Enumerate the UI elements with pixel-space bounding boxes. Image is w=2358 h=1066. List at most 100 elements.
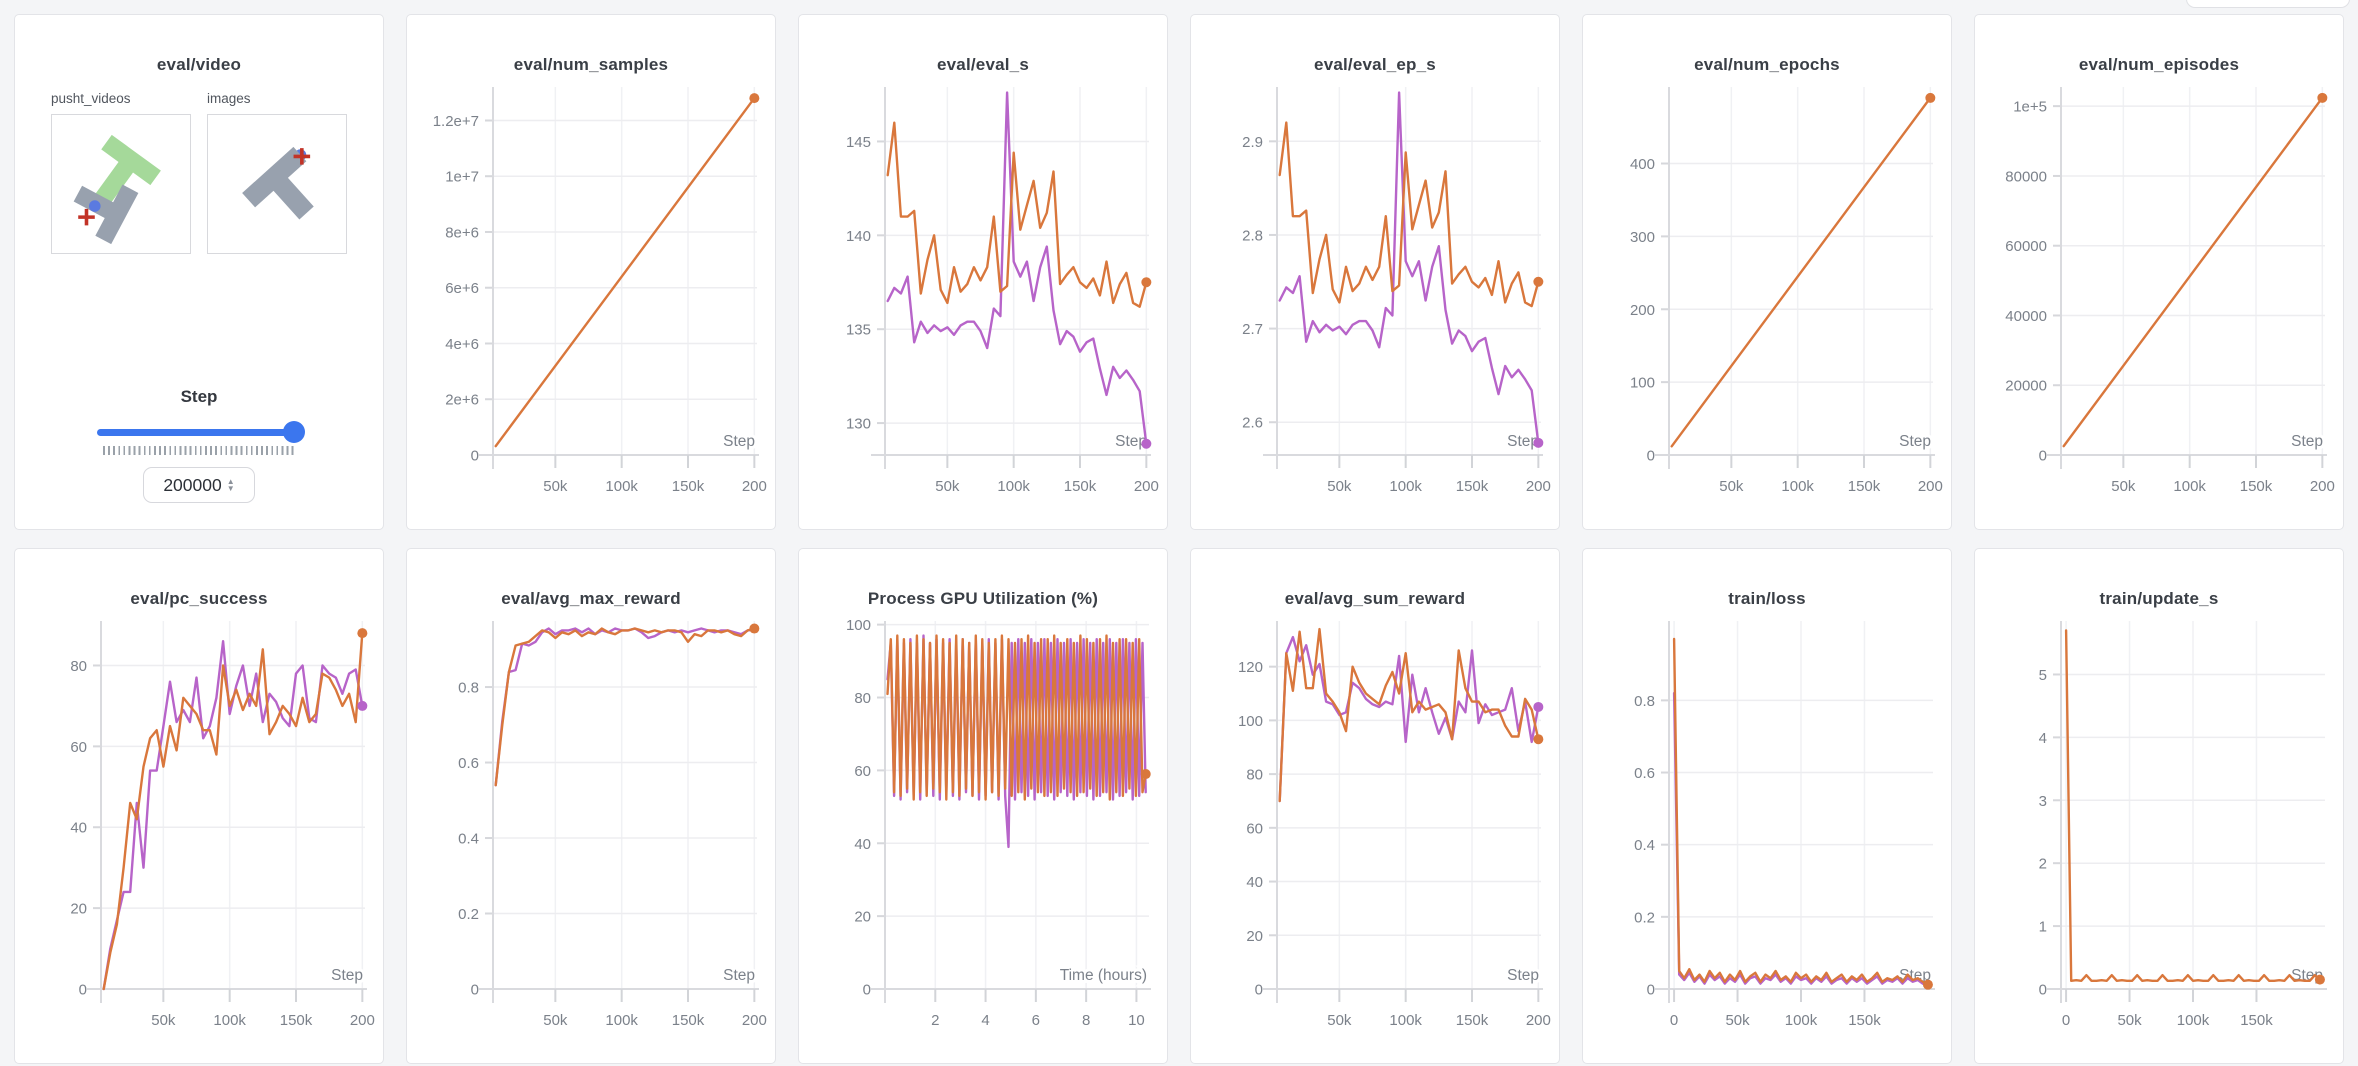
media-images: images: [207, 91, 347, 254]
svg-text:3: 3: [2039, 793, 2047, 810]
chart-num-samples[interactable]: 0 2e+6 4e+6 6e+6 8e+6 1e+7 1.2e+7 50k 100k 150k 20…: [407, 77, 775, 514]
images-thumbnail[interactable]: [207, 114, 347, 254]
svg-text:2.6: 2.6: [1242, 415, 1263, 432]
svg-text:400: 400: [1630, 156, 1655, 173]
chart-title: Process GPU Utilization (%): [867, 589, 1099, 608]
svg-text:1.2e+7: 1.2e+7: [433, 113, 479, 130]
chart-train-loss[interactable]: 0 0.2 0.4 0.6 0.8 0 50k 100k 150k Step: [1583, 611, 1951, 1048]
svg-text:0: 0: [471, 448, 479, 465]
svg-text:0.4: 0.4: [1634, 837, 1655, 854]
chart-title: eval/eval_s: [936, 55, 1029, 74]
svg-text:300: 300: [1630, 229, 1655, 246]
chart-title: train/update_s: [2099, 589, 2219, 608]
svg-text:150k: 150k: [672, 478, 705, 495]
svg-text:1e+5: 1e+5: [2013, 99, 2047, 116]
svg-text:4: 4: [2039, 730, 2047, 747]
chart-canvas: 0 20 40 60 80 100 2 4 6 8 10 Time (hours): [846, 617, 1151, 1029]
svg-text:100k: 100k: [605, 478, 638, 495]
svg-text:200: 200: [1918, 478, 1943, 495]
svg-text:0.8: 0.8: [458, 680, 479, 697]
chart-canvas: 0 100 200 300 400 50k 100k 150k 200 Step: [1630, 87, 1943, 495]
slider-track[interactable]: [97, 429, 301, 436]
svg-text:0.8: 0.8: [1634, 693, 1655, 710]
panel-eval-num-epochs: eval/num_epochs 0 100 200 300 400 50k 100k 150k…: [1582, 14, 1952, 530]
svg-text:150k: 150k: [1456, 478, 1489, 495]
chart-pc-success[interactable]: 0 20 40 60 80 50k 100k 150k 200 Step: [15, 611, 383, 1048]
svg-text:2.9: 2.9: [1242, 134, 1263, 151]
stepper-up-icon[interactable]: ▲: [226, 477, 235, 486]
svg-text:8: 8: [1082, 1012, 1090, 1029]
svg-text:8e+6: 8e+6: [445, 224, 479, 241]
chart-canvas: 2.6 2.7 2.8 2.9 50k 100k 150k 200 Step: [1242, 87, 1551, 495]
svg-text:80000: 80000: [2005, 168, 2047, 185]
media-row: pusht_videos: [51, 91, 383, 254]
svg-text:0: 0: [2062, 1012, 2070, 1029]
chart-title: eval/eval_ep_s: [1314, 55, 1436, 74]
step-slider-label: Step: [180, 387, 218, 406]
svg-text:60: 60: [1246, 820, 1263, 837]
svg-text:40000: 40000: [2005, 308, 2047, 325]
svg-text:Step: Step: [723, 967, 755, 984]
chart-num-episodes[interactable]: 0 20000 40000 60000 80000 1e+5 50k 100k 150k 200 S…: [1975, 77, 2343, 514]
svg-text:20000: 20000: [2005, 378, 2047, 395]
svg-text:0: 0: [79, 982, 87, 999]
svg-text:100k: 100k: [2177, 1012, 2210, 1029]
chart-canvas: 0 20 40 60 80 100 120 50k 100k 150k 200 Step: [1238, 621, 1551, 1029]
svg-text:80: 80: [1246, 767, 1263, 784]
svg-text:80: 80: [70, 658, 87, 675]
panel-eval-eval-ep-s: eval/eval_ep_s 2.6 2.7 2.8 2.9 50k 100k 150k 20…: [1190, 14, 1560, 530]
chart-eval-s[interactable]: 130 135 140 145 50k 100k 150k 200 Step: [799, 77, 1167, 514]
chart-avg-max-reward[interactable]: 0 0.2 0.4 0.6 0.8 50k 100k 150k 200 Step: [407, 611, 775, 1048]
step-input[interactable]: 200000 ▲ ▼: [143, 467, 255, 503]
pusht-video-thumbnail[interactable]: [51, 114, 191, 254]
svg-text:6e+6: 6e+6: [445, 280, 479, 297]
svg-text:0: 0: [1255, 982, 1263, 999]
panel-eval-num-samples: eval/num_samples 0 2e+6 4e+6 6e+6 8e+6 1e+7 1.…: [406, 14, 776, 530]
svg-text:200: 200: [1630, 302, 1655, 319]
panel-eval-eval-s: eval/eval_s 130 135 140 145 50k 100k 150k 200 St…: [798, 14, 1168, 530]
chart-num-epochs[interactable]: 0 100 200 300 400 50k 100k 150k 200 Step: [1583, 77, 1951, 514]
svg-text:150k: 150k: [672, 1012, 705, 1029]
slider-handle[interactable]: [283, 421, 305, 443]
chart-title: eval/num_samples: [513, 55, 669, 74]
svg-text:2.7: 2.7: [1242, 321, 1263, 338]
svg-text:Step: Step: [1899, 433, 1931, 450]
chart-eval-ep-s[interactable]: 2.6 2.7 2.8 2.9 50k 100k 150k 200 Step: [1191, 77, 1559, 514]
chart-avg-sum-reward[interactable]: 0 20 40 60 80 100 120 50k 100k 150k 200 Step: [1191, 611, 1559, 1048]
svg-text:100: 100: [1630, 375, 1655, 392]
svg-text:60000: 60000: [2005, 238, 2047, 255]
svg-text:150k: 150k: [2240, 1012, 2273, 1029]
svg-text:6: 6: [1032, 1012, 1040, 1029]
svg-text:50k: 50k: [1725, 1012, 1750, 1029]
step-control: Step 200000 ▲ ▼: [15, 387, 383, 503]
svg-text:Step: Step: [1507, 967, 1539, 984]
panel-gpu-utilization: Process GPU Utilization (%) 0 20 40 60 80 100…: [798, 548, 1168, 1064]
pusht-scene-icon: [73, 134, 161, 245]
svg-text:Step: Step: [1507, 433, 1539, 450]
svg-text:200: 200: [350, 1012, 375, 1029]
svg-text:80: 80: [854, 690, 871, 707]
stepper-down-icon[interactable]: ▼: [226, 484, 235, 493]
chart-title: eval/avg_sum_reward: [1284, 589, 1466, 608]
svg-text:4e+6: 4e+6: [445, 336, 479, 353]
svg-text:100k: 100k: [2173, 478, 2206, 495]
step-slider[interactable]: [97, 421, 305, 443]
svg-text:0.2: 0.2: [458, 906, 479, 923]
chart-title: eval/num_epochs: [1694, 55, 1840, 74]
pusht-image-icon: [242, 146, 314, 220]
svg-text:140: 140: [846, 228, 871, 245]
panel-eval-avg-max-reward: eval/avg_max_reward 0 0.2 0.4 0.6 0.8 50k 100k…: [406, 548, 776, 1064]
step-value[interactable]: 200000: [163, 474, 222, 495]
chart-title: train/loss: [1728, 589, 1806, 608]
svg-text:20: 20: [70, 901, 87, 918]
panel-eval-avg-sum-reward: eval/avg_sum_reward 0 20 40 60 80 100 120 50k 10…: [1190, 548, 1560, 1064]
chart-canvas: 0 2e+6 4e+6 6e+6 8e+6 1e+7 1.2e+7 50k 100k 150k 20…: [433, 87, 767, 495]
chart-gpu-utilization[interactable]: 0 20 40 60 80 100 2 4 6 8 10 Time (hours): [799, 611, 1167, 1048]
svg-text:100k: 100k: [997, 478, 1030, 495]
svg-text:50k: 50k: [543, 478, 568, 495]
svg-text:Step: Step: [331, 967, 363, 984]
chart-train-update-s[interactable]: 0 1 2 3 4 5 0 50k 100k 150k Step: [1975, 611, 2343, 1048]
stepper-spin: ▲ ▼: [226, 477, 235, 493]
